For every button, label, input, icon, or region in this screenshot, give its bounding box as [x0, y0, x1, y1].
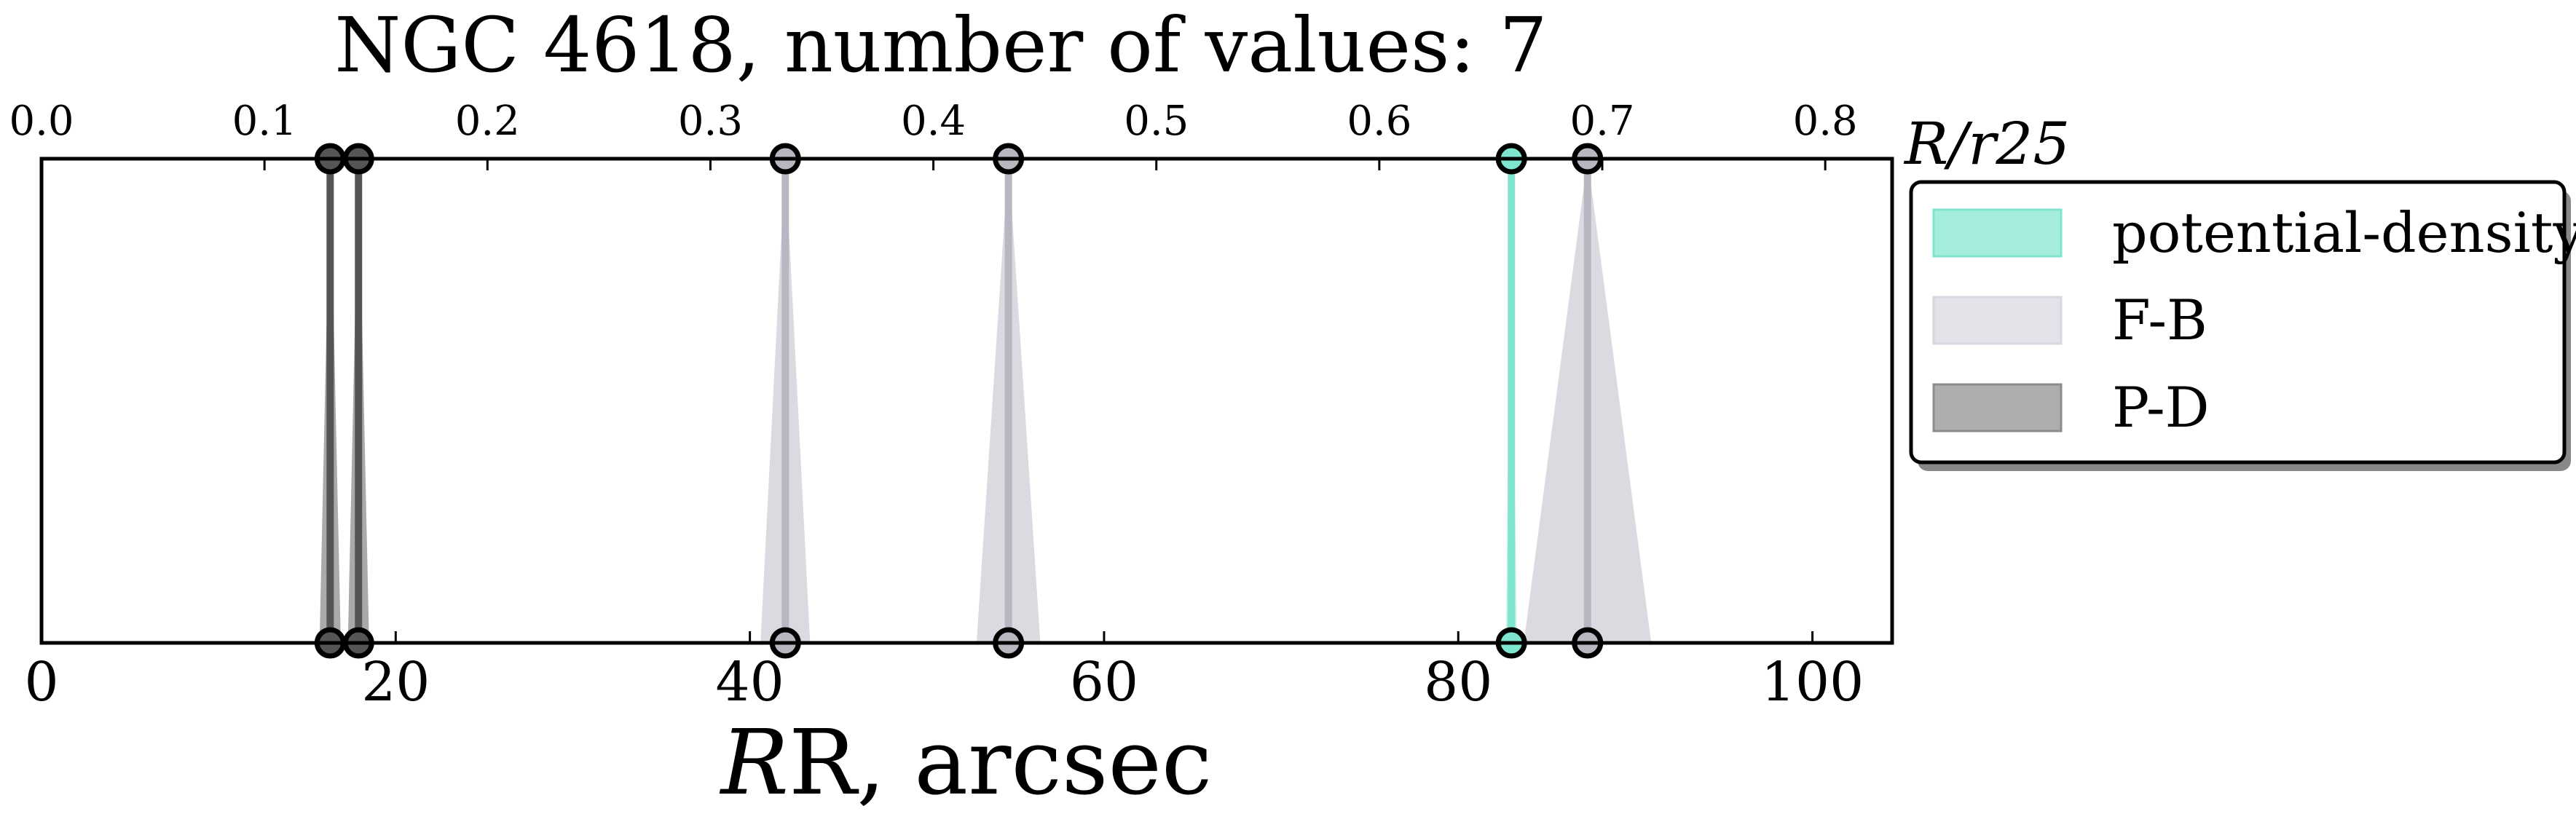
legend-swatch	[1932, 296, 2063, 345]
legend-swatch	[1932, 208, 2063, 258]
x-axis-label: RR, arcsec	[720, 711, 1213, 815]
legend-label: F-B	[2112, 288, 2207, 352]
x-axis-label-text: R, arcsec	[789, 711, 1212, 815]
legend-label: potential-density	[2112, 200, 2576, 265]
plot-frame	[39, 157, 1894, 645]
top-tick-label: 0.0	[9, 98, 74, 145]
top-tick-label: 0.2	[455, 98, 520, 145]
top-tick-label: 0.3	[678, 98, 743, 145]
x-tick-label: 20	[361, 651, 430, 714]
legend: potential-density F-B P-D	[1909, 180, 2576, 471]
top-axis-label: R/r25	[1903, 110, 2070, 178]
legend-box	[1909, 180, 2567, 465]
top-tick-label: 0.7	[1569, 98, 1634, 145]
legend-label: P-D	[2112, 375, 2210, 440]
top-tick-label: 0.5	[1124, 98, 1189, 145]
top-tick-label: 0.8	[1793, 98, 1858, 145]
top-axis-ticks: 0.0 0.1 0.2 0.3 0.4 0.5 0.6 0.7 0.8	[9, 98, 1858, 170]
x-tick-label: 40	[716, 651, 784, 714]
bottom-axis-ticks: 0 20 40 60 80 100	[24, 631, 1864, 714]
x-tick-label: 100	[1761, 651, 1864, 714]
x-tick-label: 80	[1424, 651, 1492, 714]
x-tick-label: 0	[24, 651, 58, 714]
data-marks	[314, 143, 1652, 659]
x-tick-label: 60	[1070, 651, 1138, 714]
legend-swatch	[1932, 383, 2063, 432]
chart-title: NGC 4618, number of values: 7	[334, 1, 1547, 90]
top-tick-label: 0.4	[901, 98, 966, 145]
top-tick-label: 0.6	[1347, 98, 1411, 145]
top-tick-label: 0.1	[232, 98, 297, 145]
